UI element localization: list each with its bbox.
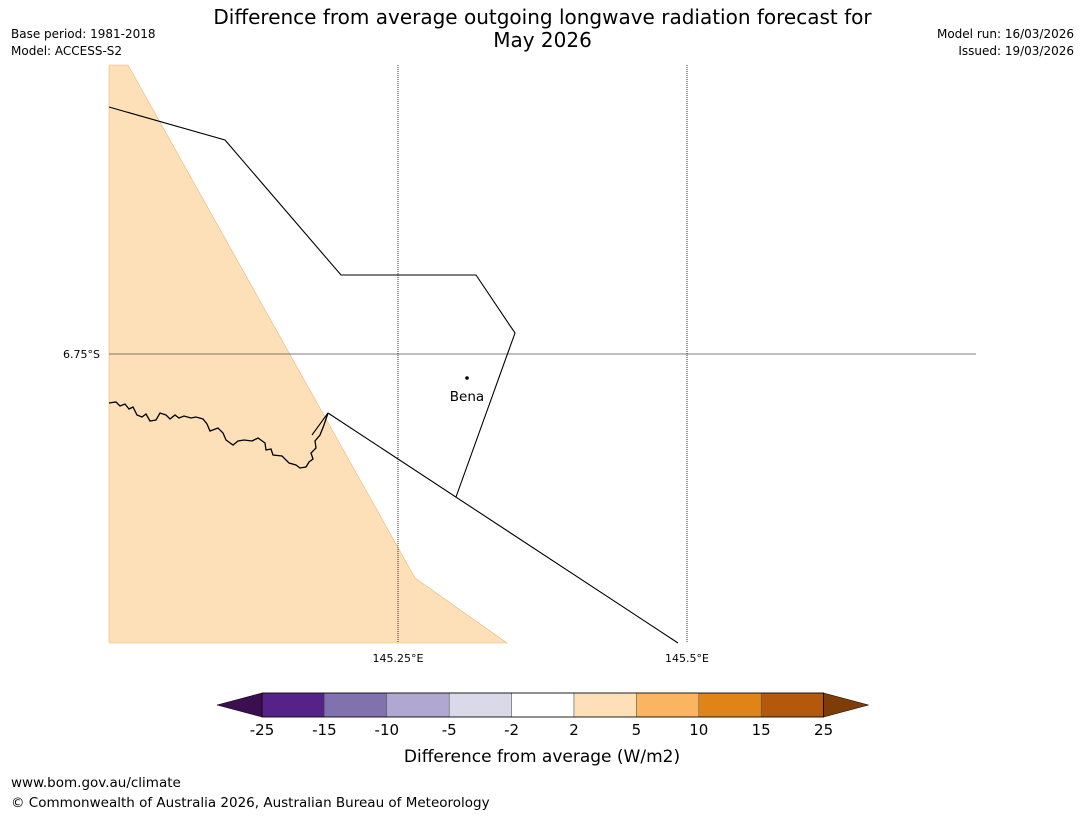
latitude-label: 6.75°S — [63, 348, 100, 361]
colorbar-segment — [511, 692, 575, 718]
footer-url[interactable]: www.bom.gov.au/climate — [11, 775, 181, 791]
colorbar-tick-label: -15 — [312, 721, 337, 739]
meta-left: Base period: 1981-2018 Model: ACCESS-S2 — [11, 26, 156, 60]
base-period: Base period: 1981-2018 — [11, 27, 156, 41]
map: Bena 6.75°S 145.25°E 145.5°E — [63, 64, 976, 665]
colorbar-segment — [261, 692, 325, 718]
colorbar-segment — [698, 692, 762, 718]
colorbar-extend-high — [823, 692, 870, 718]
colorbar-tick-label: -2 — [504, 721, 519, 739]
title-line-2: May 2026 — [493, 28, 592, 52]
province-boundary — [108, 106, 516, 498]
colorbar-segment — [573, 692, 637, 718]
model-name: Model: ACCESS-S2 — [11, 44, 123, 58]
colorbar-extend-low — [216, 692, 263, 718]
model-run: Model run: 16/03/2026 — [936, 27, 1074, 41]
anomaly-region-5-10 — [108, 64, 508, 644]
colorbar-tick-label: -25 — [250, 721, 275, 739]
longitude-label-145-5: 145.5°E — [665, 652, 709, 665]
meta-right: Model run: 16/03/2026 Issued: 19/03/2026 — [937, 26, 1074, 60]
colorbar-tick-label: 5 — [632, 721, 642, 739]
colorbar-tick-label: 15 — [752, 721, 771, 739]
province-boundary-south — [327, 412, 679, 644]
longitude-label-145-25: 145.25°E — [373, 652, 424, 665]
colorbar-tick-label: -10 — [375, 721, 400, 739]
colorbar-segment — [760, 692, 824, 718]
colorbar-segment — [324, 692, 388, 718]
bena-marker — [465, 376, 469, 380]
colorbar-tick-label: 10 — [689, 721, 708, 739]
colorbar-tick-label: 25 — [814, 721, 833, 739]
issued-date: Issued: 19/03/2026 — [958, 44, 1074, 58]
footer-copyright: © Commonwealth of Australia 2026, Austra… — [11, 795, 490, 811]
chart-title: Difference from average outgoing longwav… — [190, 6, 895, 52]
colorbar-segment — [386, 692, 450, 718]
title-line-1: Difference from average outgoing longwav… — [213, 5, 872, 29]
colorbar-tick-label: 2 — [569, 721, 579, 739]
colorbar-label: Difference from average (W/m2) — [404, 747, 680, 767]
river-line — [108, 401, 329, 469]
colorbar-segment — [448, 692, 512, 718]
colorbar-segment — [636, 692, 700, 718]
colorbar-tick-label: -5 — [442, 721, 457, 739]
bena-label: Bena — [450, 389, 484, 405]
